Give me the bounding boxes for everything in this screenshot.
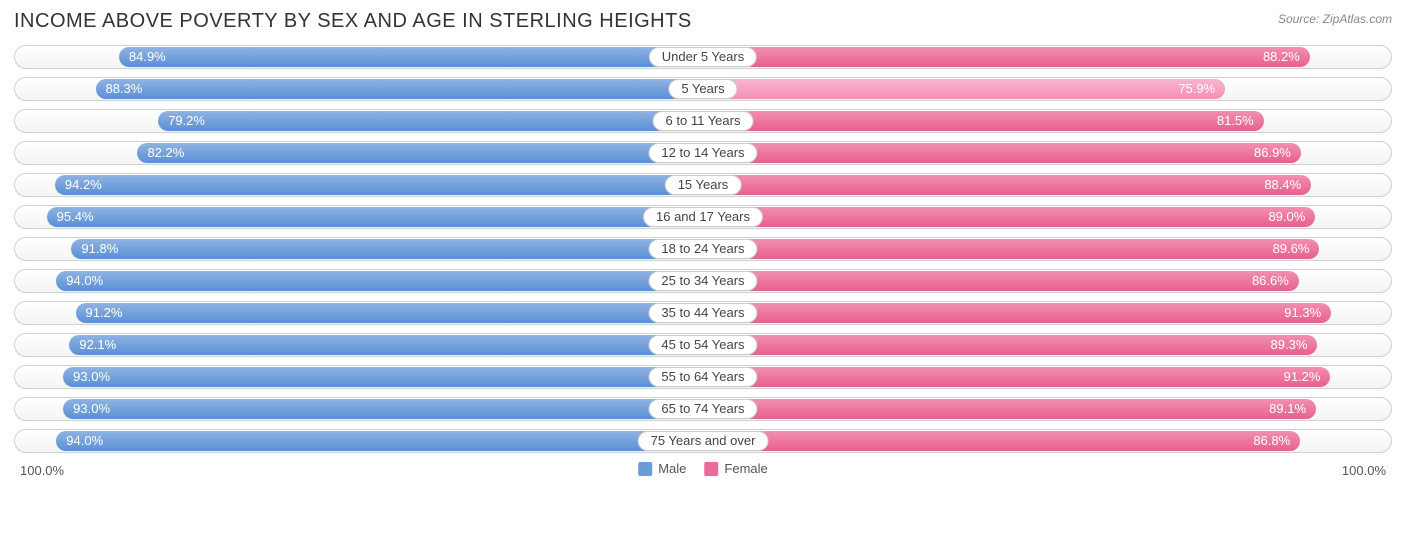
bar-male — [158, 111, 703, 131]
bar-male — [71, 239, 703, 259]
value-female: 88.2% — [1263, 46, 1300, 68]
category-label: 12 to 14 Years — [648, 143, 757, 163]
category-label: 25 to 34 Years — [648, 271, 757, 291]
bar-female — [703, 175, 1311, 195]
value-male: 82.2% — [147, 142, 184, 164]
chart-row: 93.0% 89.1% 65 to 74 Years — [14, 397, 1392, 421]
value-male: 84.9% — [129, 46, 166, 68]
bar-male — [76, 303, 703, 323]
axis-left-label: 100.0% — [20, 463, 64, 478]
bar-female — [703, 143, 1301, 163]
legend-female: Female — [704, 461, 767, 476]
legend-male: Male — [638, 461, 686, 476]
value-female: 89.3% — [1271, 334, 1308, 356]
value-male: 79.2% — [168, 110, 205, 132]
value-male: 88.3% — [105, 78, 142, 100]
legend-male-swatch — [638, 462, 652, 476]
category-label: 18 to 24 Years — [648, 239, 757, 259]
legend-female-swatch — [704, 462, 718, 476]
bar-male — [56, 431, 703, 451]
bar-female — [703, 431, 1300, 451]
chart-row: 94.0% 86.8% 75 Years and over — [14, 429, 1392, 453]
value-female: 89.1% — [1269, 398, 1306, 420]
bar-male — [69, 335, 703, 355]
value-female: 86.8% — [1253, 430, 1290, 452]
chart-row: 91.8% 89.6% 18 to 24 Years — [14, 237, 1392, 261]
category-label: 5 Years — [668, 79, 737, 99]
chart-row: 92.1% 89.3% 45 to 54 Years — [14, 333, 1392, 357]
bar-male — [119, 47, 703, 67]
bar-male — [137, 143, 703, 163]
chart-row: 94.2% 88.4% 15 Years — [14, 173, 1392, 197]
category-label: 65 to 74 Years — [648, 399, 757, 419]
value-male: 94.0% — [66, 430, 103, 452]
chart-rows: 84.9% 88.2% Under 5 Years 88.3% 75.9% 5 Years… — [14, 45, 1392, 453]
bar-female — [703, 367, 1330, 387]
chart-row: 91.2% 91.3% 35 to 44 Years — [14, 301, 1392, 325]
value-female: 81.5% — [1217, 110, 1254, 132]
value-male: 93.0% — [73, 398, 110, 420]
axis-right-label: 100.0% — [1342, 463, 1386, 478]
legend-female-label: Female — [724, 461, 767, 476]
value-female: 89.0% — [1268, 206, 1305, 228]
bar-female — [703, 239, 1319, 259]
bar-female — [703, 207, 1315, 227]
bar-female — [703, 335, 1317, 355]
bar-female — [703, 399, 1316, 419]
bar-female — [703, 79, 1225, 99]
chart-row: 84.9% 88.2% Under 5 Years — [14, 45, 1392, 69]
value-female: 91.2% — [1284, 366, 1321, 388]
value-male: 93.0% — [73, 366, 110, 388]
bar-male — [47, 207, 703, 227]
value-female: 88.4% — [1264, 174, 1301, 196]
bar-male — [56, 271, 703, 291]
value-male: 94.2% — [65, 174, 102, 196]
value-female: 86.9% — [1254, 142, 1291, 164]
chart-row: 79.2% 81.5% 6 to 11 Years — [14, 109, 1392, 133]
value-female: 91.3% — [1284, 302, 1321, 324]
value-female: 86.6% — [1252, 270, 1289, 292]
category-label: 6 to 11 Years — [653, 111, 754, 131]
source-attribution: Source: ZipAtlas.com — [1278, 12, 1392, 26]
chart-row: 93.0% 91.2% 55 to 64 Years — [14, 365, 1392, 389]
bar-female — [703, 271, 1299, 291]
value-female: 75.9% — [1178, 78, 1215, 100]
value-male: 91.8% — [81, 238, 118, 260]
legend-male-label: Male — [658, 461, 686, 476]
chart-row: 82.2% 86.9% 12 to 14 Years — [14, 141, 1392, 165]
bar-male — [63, 399, 703, 419]
value-male: 94.0% — [66, 270, 103, 292]
category-label: 45 to 54 Years — [648, 335, 757, 355]
bar-female — [703, 47, 1310, 67]
category-label: Under 5 Years — [649, 47, 757, 67]
bar-female — [703, 303, 1331, 323]
chart-row: 88.3% 75.9% 5 Years — [14, 77, 1392, 101]
legend: Male Female — [638, 461, 768, 476]
value-male: 92.1% — [79, 334, 116, 356]
bar-female — [703, 111, 1264, 131]
value-female: 89.6% — [1273, 238, 1310, 260]
category-label: 55 to 64 Years — [648, 367, 757, 387]
chart-row: 94.0% 86.6% 25 to 34 Years — [14, 269, 1392, 293]
chart-row: 95.4% 89.0% 16 and 17 Years — [14, 205, 1392, 229]
category-label: 16 and 17 Years — [643, 207, 763, 227]
bar-male — [63, 367, 703, 387]
category-label: 75 Years and over — [638, 431, 769, 451]
category-label: 15 Years — [665, 175, 742, 195]
value-male: 95.4% — [57, 206, 94, 228]
value-male: 91.2% — [86, 302, 123, 324]
bar-male — [96, 79, 704, 99]
bar-male — [55, 175, 703, 195]
chart-footer: 100.0% Male Female 100.0% — [14, 461, 1392, 483]
category-label: 35 to 44 Years — [648, 303, 757, 323]
chart-title: INCOME ABOVE POVERTY BY SEX AND AGE IN S… — [14, 10, 692, 33]
